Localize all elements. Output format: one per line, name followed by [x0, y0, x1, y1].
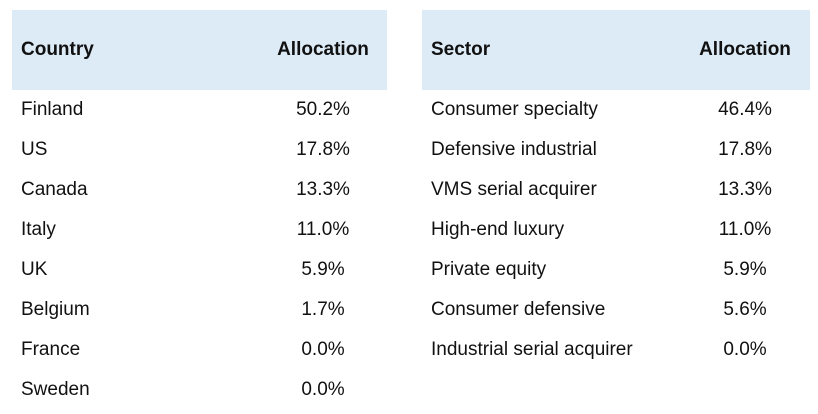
country-cell: Finland	[21, 99, 84, 120]
table-row: Consumer specialty 46.4%	[422, 90, 810, 130]
table-row: US 17.8%	[12, 130, 387, 170]
table-row: Defensive industrial 17.8%	[422, 130, 810, 170]
allocation-cell: 17.8%	[296, 139, 350, 160]
sector-allocation-table: Sector Allocation Consumer specialty 46.…	[422, 10, 810, 370]
allocation-cell: 46.4%	[718, 99, 772, 120]
allocation-cell: 11.0%	[296, 219, 350, 240]
country-allocation-table: Country Allocation Finland 50.2% US 17.8…	[12, 10, 387, 410]
country-column-header: Country	[21, 39, 94, 60]
table-row: VMS serial acquirer 13.3%	[422, 170, 810, 210]
country-cell: US	[21, 139, 48, 160]
country-cell: France	[21, 339, 81, 360]
country-cell: Canada	[21, 179, 88, 200]
sector-cell: Industrial serial acquirer	[431, 339, 633, 360]
sector-table-header: Sector Allocation	[422, 10, 810, 90]
table-row: High-end luxury 11.0%	[422, 210, 810, 250]
allocation-cell: 0.0%	[723, 339, 767, 360]
country-cell: Italy	[21, 219, 56, 240]
table-row: Italy 11.0%	[12, 210, 387, 250]
allocation-cell: 0.0%	[301, 339, 345, 360]
sector-cell: Defensive industrial	[431, 139, 597, 160]
allocation-cell: 17.8%	[718, 139, 772, 160]
allocation-cell: 11.0%	[718, 219, 772, 240]
sector-cell: Consumer defensive	[431, 299, 606, 320]
table-row: Industrial serial acquirer 0.0%	[422, 330, 810, 370]
allocation-cell: 1.7%	[301, 299, 345, 320]
table-row: Private equity 5.9%	[422, 250, 810, 290]
allocation-cell: 13.3%	[296, 179, 350, 200]
allocation-column-header: Allocation	[277, 39, 369, 60]
allocation-cell: 5.9%	[723, 259, 767, 280]
allocation-cell: 0.0%	[301, 379, 345, 400]
country-table-header: Country Allocation	[12, 10, 387, 90]
table-row: France 0.0%	[12, 330, 387, 370]
allocation-column-header: Allocation	[699, 39, 791, 60]
table-row: Belgium 1.7%	[12, 290, 387, 330]
table-row: UK 5.9%	[12, 250, 387, 290]
allocation-cell: 13.3%	[718, 179, 772, 200]
table-row: Canada 13.3%	[12, 170, 387, 210]
table-row: Finland 50.2%	[12, 90, 387, 130]
sector-cell: Private equity	[431, 259, 547, 280]
table-row: Sweden 0.0%	[12, 370, 387, 410]
sector-column-header: Sector	[431, 39, 491, 60]
sector-cell: High-end luxury	[431, 219, 565, 240]
table-row: Consumer defensive 5.6%	[422, 290, 810, 330]
allocation-cell: 5.9%	[301, 259, 345, 280]
allocation-cell: 50.2%	[296, 99, 350, 120]
country-cell: Sweden	[21, 379, 90, 400]
country-cell: UK	[21, 259, 48, 280]
country-cell: Belgium	[21, 299, 90, 320]
allocation-cell: 5.6%	[723, 299, 767, 320]
sector-cell: Consumer specialty	[431, 99, 598, 120]
sector-cell: VMS serial acquirer	[431, 179, 597, 200]
